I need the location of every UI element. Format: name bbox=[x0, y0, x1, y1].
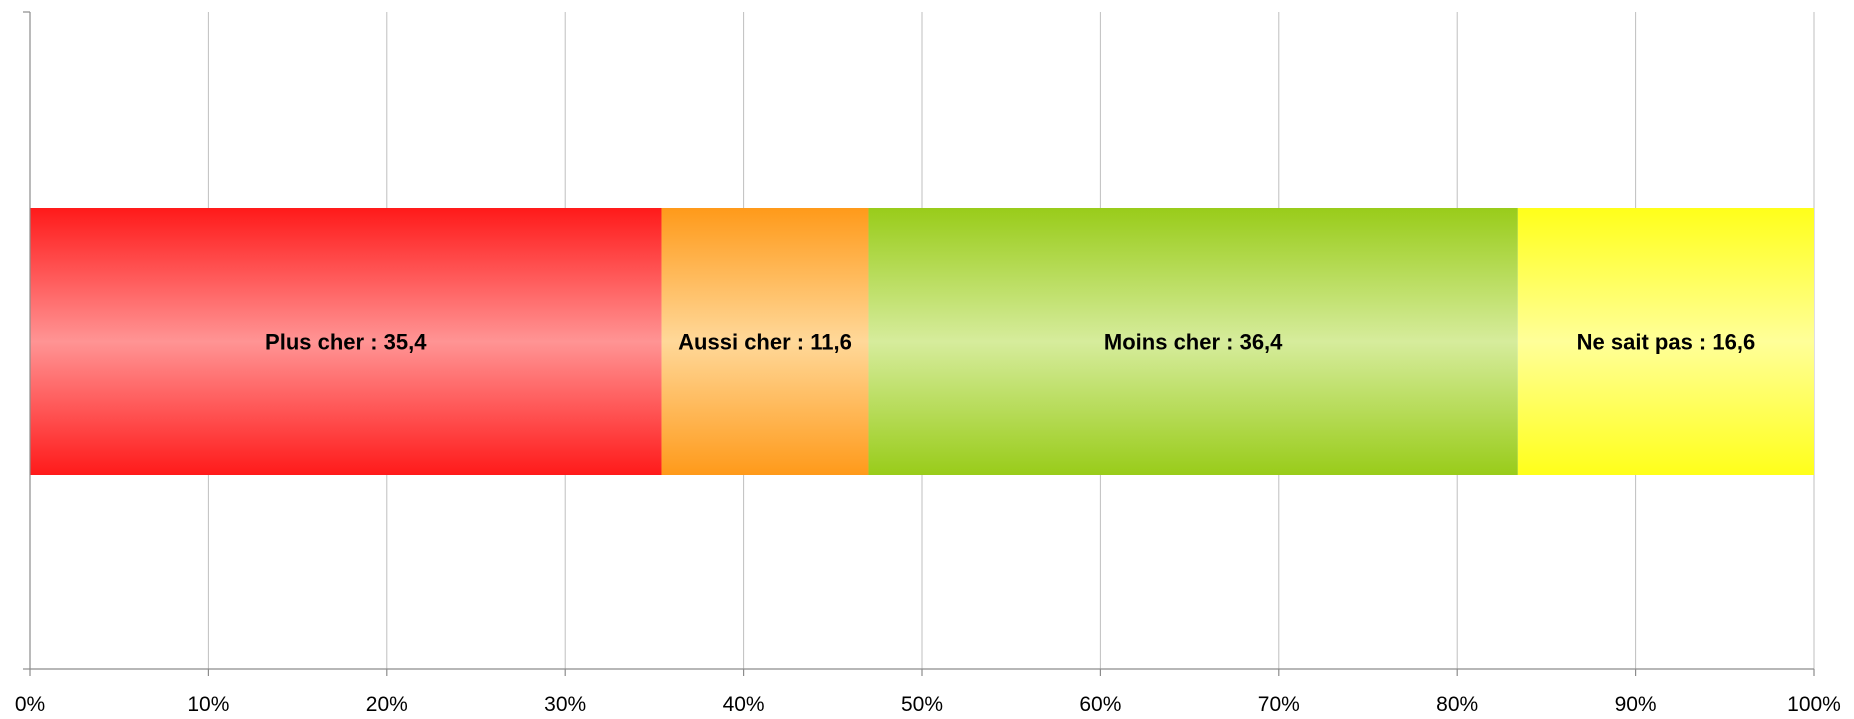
segment-data-label: Aussi cher : 11,6 bbox=[678, 330, 852, 355]
segment-data-label: Plus cher : 35,4 bbox=[265, 330, 427, 355]
segment-labels: Plus cher : 35,4 Aussi cher : 11,6 Moins c… bbox=[265, 330, 1755, 355]
x-tick-label: 30% bbox=[544, 693, 586, 716]
x-tick-label: 80% bbox=[1436, 693, 1478, 716]
x-tick-label: 0% bbox=[15, 693, 45, 716]
x-tick-label: 50% bbox=[901, 693, 943, 716]
bar-segment bbox=[661, 208, 869, 475]
x-tick-label: 90% bbox=[1615, 693, 1657, 716]
bar-segments bbox=[30, 208, 1814, 475]
bar-segment bbox=[1517, 208, 1814, 475]
bar-segment bbox=[868, 208, 1518, 475]
x-tick-label: 40% bbox=[723, 693, 765, 716]
axes bbox=[23, 11, 1815, 676]
segment-data-label: Moins cher : 36,4 bbox=[1104, 330, 1283, 355]
x-tick-label: 70% bbox=[1258, 693, 1300, 716]
x-tick-label: 10% bbox=[187, 693, 229, 716]
x-tick-label: 100% bbox=[1787, 693, 1841, 716]
x-tick-label: 20% bbox=[366, 693, 408, 716]
segment-data-label: Ne sait pas : 16,6 bbox=[1577, 330, 1756, 355]
x-tick-label: 60% bbox=[1079, 693, 1121, 716]
x-tick-labels: 0% 10% 20% 30% 40% 50% 60% 70% 80% 90% 100% bbox=[15, 693, 1841, 716]
bar-segment bbox=[30, 208, 662, 475]
